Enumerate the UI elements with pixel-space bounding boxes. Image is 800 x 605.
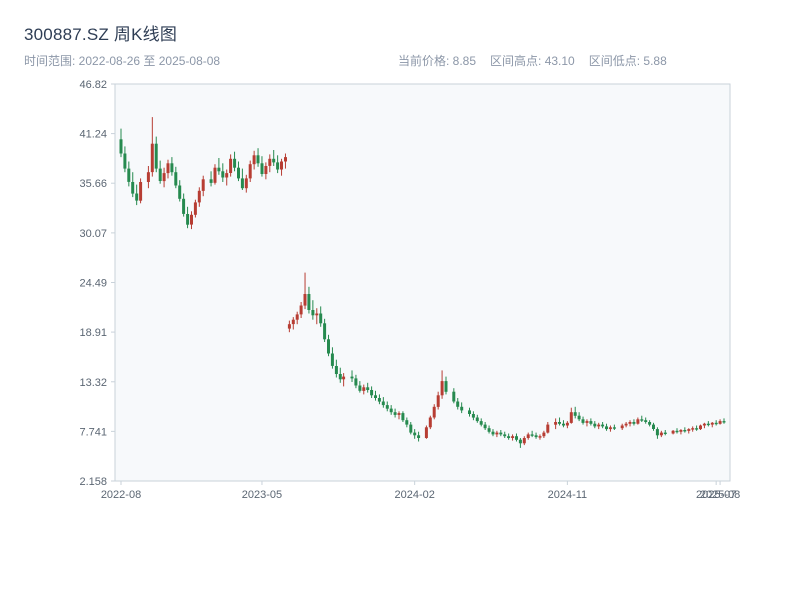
svg-text:2025-07: 2025-07 <box>696 489 736 501</box>
svg-text:46.82: 46.82 <box>79 79 107 91</box>
range-high-label: 区间高点: 43.10 <box>490 54 575 68</box>
svg-text:18.91: 18.91 <box>79 327 107 339</box>
current-price-label: 当前价格: 8.85 <box>398 54 477 68</box>
svg-text:2024-02: 2024-02 <box>394 489 434 501</box>
svg-text:7.741: 7.741 <box>79 426 107 438</box>
svg-text:2023-05: 2023-05 <box>242 489 282 501</box>
svg-text:2.158: 2.158 <box>79 476 107 488</box>
price-stats: 当前价格: 8.85 区间高点: 43.10 区间低点: 5.88 <box>398 52 667 69</box>
svg-text:30.07: 30.07 <box>79 228 107 240</box>
page-title: 300887.SZ 周K线图 <box>24 25 178 44</box>
svg-text:24.49: 24.49 <box>79 277 107 289</box>
svg-text:2025-08: 2025-08 <box>700 489 740 501</box>
svg-text:2024-11: 2024-11 <box>548 489 588 501</box>
time-range-label: 时间范围: 2022-08-26 至 2025-08-08 <box>24 54 221 68</box>
range-low-label: 区间低点: 5.88 <box>588 54 667 68</box>
svg-text:35.66: 35.66 <box>79 178 107 190</box>
svg-text:41.24: 41.24 <box>79 129 107 141</box>
svg-text:13.32: 13.32 <box>79 377 107 389</box>
svg-text:2022-08: 2022-08 <box>101 489 141 501</box>
